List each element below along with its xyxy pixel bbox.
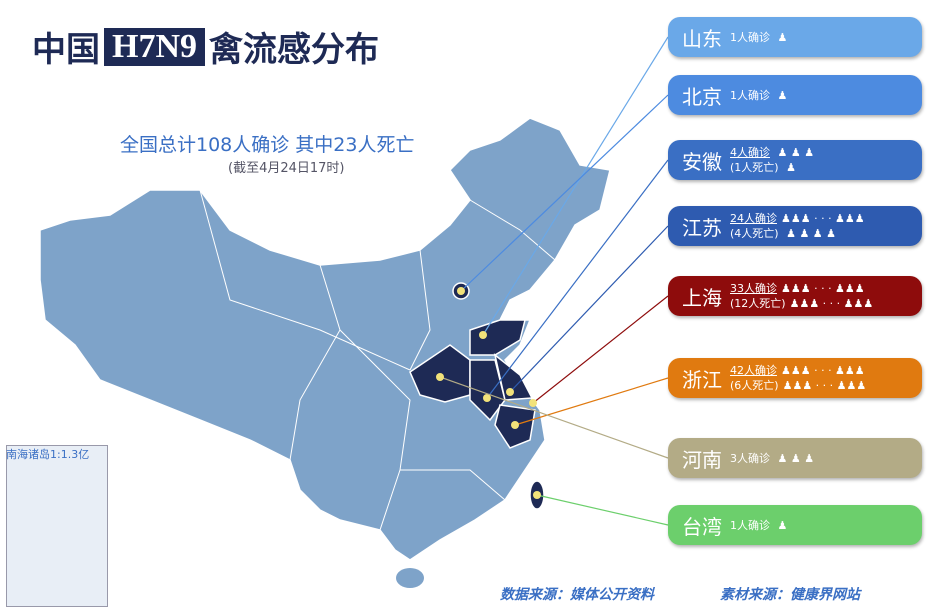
province-name: 台湾 — [682, 514, 722, 539]
province-banner: 台湾 1人确诊 ♟ — [668, 505, 922, 545]
location-dot — [457, 287, 465, 295]
leader-line — [460, 94, 669, 292]
province-info: 3人确诊 ♟ ♟ ♟ — [730, 451, 814, 466]
info-row: 24人确诊 ♟♟♟ · · · ♟♟♟ — [730, 211, 865, 226]
person-icons: ♟♟♟ · · · ♟♟♟ — [781, 212, 865, 225]
province-name: 安徽 — [682, 149, 722, 174]
leader-line — [536, 494, 669, 526]
person-icons: ♟ — [774, 518, 788, 532]
province-banner: 山东 1人确诊 ♟ — [668, 17, 922, 57]
leader-line — [482, 36, 669, 336]
case-count: 42人确诊 — [730, 364, 777, 377]
location-dot — [533, 491, 541, 499]
person-icons: ♟ — [782, 161, 796, 174]
case-count: 3人确诊 — [730, 451, 770, 465]
case-count: 4人确诊 — [730, 146, 770, 159]
person-icons: ♟♟♟ · · · ♟♟♟ — [782, 379, 867, 392]
location-dot — [529, 399, 537, 407]
location-dot — [483, 394, 491, 402]
case-count: 1人确诊 — [730, 30, 770, 44]
province-info: 33人确诊 ♟♟♟ · · · ♟♟♟ (12人死亡) ♟♟♟ · · · ♟♟♟ — [730, 281, 873, 311]
province-banner: 浙江 42人确诊 ♟♟♟ · · · ♟♟♟ (6人死亡) ♟♟♟ · · · ♟♟♟ — [668, 358, 922, 398]
death-count: (1人死亡) — [730, 161, 779, 174]
info-row: 3人确诊 ♟ ♟ ♟ — [730, 451, 814, 466]
leader-line — [439, 376, 669, 459]
person-icons: ♟♟♟ · · · ♟♟♟ — [781, 282, 865, 295]
province-info: 42人确诊 ♟♟♟ · · · ♟♟♟ (6人死亡) ♟♟♟ · · · ♟♟♟ — [730, 363, 866, 393]
province-name: 河南 — [682, 447, 722, 472]
location-dot — [436, 373, 444, 381]
person-icons: ♟ — [774, 30, 788, 44]
info-row: (6人死亡) ♟♟♟ · · · ♟♟♟ — [730, 378, 866, 393]
case-count: 1人确诊 — [730, 88, 770, 102]
hainan — [396, 568, 424, 588]
location-dot — [506, 388, 514, 396]
location-dot — [511, 421, 519, 429]
province-info: 1人确诊 ♟ — [730, 88, 787, 103]
inset-map — [6, 445, 108, 607]
province-name: 山东 — [682, 26, 722, 51]
info-row: (1人死亡) ♟ — [730, 160, 814, 175]
leader-line — [514, 377, 669, 426]
info-row: 4人确诊 ♟ ♟ ♟ — [730, 145, 814, 160]
person-icons: ♟ ♟ ♟ — [774, 451, 815, 465]
province-info: 1人确诊 ♟ — [730, 518, 787, 533]
death-count: (4人死亡) — [730, 227, 779, 240]
info-row: 1人确诊 ♟ — [730, 88, 787, 103]
person-icons: ♟♟♟ · · · ♟♟♟ — [781, 364, 865, 377]
province-name: 浙江 — [682, 367, 722, 392]
location-dot — [479, 331, 487, 339]
info-row: 33人确诊 ♟♟♟ · · · ♟♟♟ — [730, 281, 873, 296]
death-count: (12人死亡) — [730, 297, 786, 310]
material-source: 素材来源：健康界网站 — [720, 587, 860, 603]
death-count: (6人死亡) — [730, 379, 779, 392]
summary: 全国总计108人确诊 其中23人死亡 — [120, 134, 415, 156]
case-count: 1人确诊 — [730, 518, 770, 532]
info-row: (12人死亡) ♟♟♟ · · · ♟♟♟ — [730, 296, 873, 311]
inset-label: 南海诸岛1:1.3亿 — [6, 448, 90, 461]
as-of: (截至4月24日17时) — [228, 161, 345, 176]
case-count: 24人确诊 — [730, 212, 777, 225]
case-count: 33人确诊 — [730, 282, 777, 295]
province-banner: 河南 3人确诊 ♟ ♟ ♟ — [668, 438, 922, 478]
info-row: 1人确诊 ♟ — [730, 518, 787, 533]
links — [436, 36, 669, 526]
info-row: 1人确诊 ♟ — [730, 30, 787, 45]
person-icons: ♟ — [774, 88, 788, 102]
info-row: (4人死亡) ♟ ♟ ♟ ♟ — [730, 226, 865, 241]
china-outline — [39, 117, 611, 561]
province-name: 上海 — [682, 285, 722, 310]
province-banner: 北京 1人确诊 ♟ — [668, 75, 922, 115]
province-info: 4人确诊 ♟ ♟ ♟ (1人死亡) ♟ — [730, 145, 814, 175]
leader-line — [486, 159, 669, 399]
info-row: 42人确诊 ♟♟♟ · · · ♟♟♟ — [730, 363, 866, 378]
province-name: 北京 — [682, 84, 722, 109]
title: 中国 H7N9 禽流感分布 — [32, 22, 379, 71]
title-prefix: 中国 — [32, 30, 100, 70]
province-banner: 上海 33人确诊 ♟♟♟ · · · ♟♟♟ (12人死亡) ♟♟♟ · · · ♟♟♟ — [668, 276, 922, 316]
province-borders — [199, 189, 556, 531]
title-highlight: H7N9 — [104, 27, 205, 66]
province-banner: 江苏 24人确诊 ♟♟♟ · · · ♟♟♟ (4人死亡) ♟ ♟ ♟ ♟ — [668, 206, 922, 246]
person-icons: ♟♟♟ · · · ♟♟♟ — [789, 297, 874, 310]
data-source: 数据来源：媒体公开资料 — [500, 587, 654, 603]
leader-line — [532, 295, 669, 404]
person-icons: ♟ ♟ ♟ — [774, 146, 815, 159]
person-icons: ♟ ♟ ♟ ♟ — [782, 227, 837, 240]
title-suffix: 禽流感分布 — [209, 30, 379, 70]
leader-line — [509, 225, 669, 393]
province-info: 24人确诊 ♟♟♟ · · · ♟♟♟ (4人死亡) ♟ ♟ ♟ ♟ — [730, 211, 865, 241]
province-info: 1人确诊 ♟ — [730, 30, 787, 45]
province-name: 江苏 — [682, 215, 722, 240]
province-banner: 安徽 4人确诊 ♟ ♟ ♟ (1人死亡) ♟ — [668, 140, 922, 180]
